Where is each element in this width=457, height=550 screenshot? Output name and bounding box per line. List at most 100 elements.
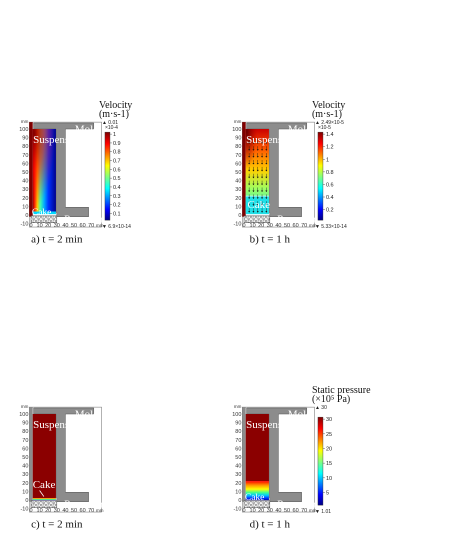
x-tick-label: 60 xyxy=(293,223,299,229)
y-tick-label: 90 xyxy=(235,421,241,427)
x-tick-label: 50 xyxy=(71,223,77,229)
colorbar-title: Static pressure xyxy=(312,385,371,396)
velocity-arrowhead xyxy=(252,149,255,151)
x-tick-label: 40 xyxy=(275,508,281,514)
colorbar-gradient xyxy=(104,131,111,221)
velocity-arrowhead xyxy=(248,183,251,186)
velocity-arrowhead xyxy=(256,142,259,144)
colorbar-min-marker: ▼ 5.33×10-14 xyxy=(315,224,347,230)
colorbar-tick-label: 1 xyxy=(326,157,329,163)
suspension-region xyxy=(32,414,56,499)
velocity-arrowhead xyxy=(265,142,268,144)
velocity-arrowhead xyxy=(261,162,264,165)
y-tick-label: 90 xyxy=(235,136,241,142)
colorbar-max-marker: ▲ 30 xyxy=(315,405,327,411)
colorbar-tick-label: 0.4 xyxy=(113,185,121,191)
suspension-label: Suspension xyxy=(33,419,84,431)
velocity-arrowhead xyxy=(248,149,251,151)
x-tick-label: 50 xyxy=(71,508,77,514)
y-tick-label: 70 xyxy=(22,438,28,444)
colorbar-unit: (×10⁵ Pa) xyxy=(312,394,350,405)
y-tick-label: 20 xyxy=(235,196,241,202)
colorbar-max-marker: ▲ 2.49×10-5 xyxy=(315,120,344,126)
y-tick-label: 60 xyxy=(235,446,241,452)
porous-pointer-head xyxy=(57,218,60,221)
porous-pointer-head xyxy=(270,503,273,506)
y-tick-label: 100 xyxy=(232,412,241,418)
colorbar-tick-label: 0.2 xyxy=(113,203,121,209)
velocity-arrowhead xyxy=(256,197,259,199)
velocity-arrowhead xyxy=(261,197,264,199)
y-tick-label: -10 xyxy=(20,222,28,228)
colorbar-title: Velocity xyxy=(312,100,345,111)
colorbar-tick-label: 20 xyxy=(326,446,332,452)
x-tick-label: 70 xyxy=(88,508,94,514)
mold-label: Mold xyxy=(288,123,312,135)
porous-media-block xyxy=(243,215,271,223)
x-tick-label: 0 xyxy=(29,223,32,229)
colorbar-max-marker: ▲ 0.01 xyxy=(102,120,118,126)
y-unit-label: mm xyxy=(234,119,242,124)
velocity-arrowhead xyxy=(252,190,255,193)
colorbar-tick-label: 1.4 xyxy=(326,132,334,138)
velocity-overlay xyxy=(32,129,56,212)
x-tick-label: 60 xyxy=(293,508,299,514)
y-tick-label: 70 xyxy=(22,153,28,159)
x-unit-label: mm xyxy=(309,223,317,228)
velocity-arrowhead xyxy=(265,162,268,165)
x-tick-label: 70 xyxy=(301,508,307,514)
colorbar-tick-label: 25 xyxy=(326,432,332,438)
velocity-arrowhead xyxy=(265,169,268,172)
x-tick-label: 10 xyxy=(37,508,43,514)
velocity-arrowhead xyxy=(252,204,255,206)
left-wall xyxy=(29,122,33,217)
y-tick-label: 20 xyxy=(235,481,241,487)
velocity-arrowhead xyxy=(252,169,255,172)
x-tick-label: 30 xyxy=(267,223,273,229)
panel-caption: d) t = 1 h xyxy=(250,519,291,531)
velocity-arrowhead xyxy=(248,162,251,165)
y-tick-label: 100 xyxy=(19,127,28,133)
porous-pointer-head xyxy=(57,503,60,506)
porous-media-block xyxy=(30,500,58,508)
velocity-arrowhead xyxy=(261,169,264,172)
x-unit-label: mm xyxy=(96,223,104,228)
velocity-arrowhead xyxy=(252,211,255,213)
colorbar-title: Velocity xyxy=(99,100,132,111)
y-tick-label: 80 xyxy=(235,429,241,435)
y-tick-label: 30 xyxy=(235,187,241,193)
porous-media-label: Porous media xyxy=(64,498,124,510)
y-tick-label: 0 xyxy=(25,498,28,504)
y-tick-label: 90 xyxy=(22,421,28,427)
cake-label: Cake xyxy=(33,479,56,491)
colorbar-tick-label: 0.8 xyxy=(113,150,121,156)
y-tick-label: 30 xyxy=(235,472,241,478)
suspension-region xyxy=(245,414,269,482)
colorbar-tick-label: 30 xyxy=(326,417,332,423)
y-tick-label: -10 xyxy=(20,507,28,513)
x-tick-label: 40 xyxy=(275,223,281,229)
cake-region xyxy=(32,211,56,215)
colorbar-gradient xyxy=(317,131,324,221)
cake-pointer-arrow xyxy=(39,490,45,497)
velocity-arrowhead xyxy=(248,142,251,144)
x-tick-label: 10 xyxy=(250,508,256,514)
y-tick-label: 60 xyxy=(235,161,241,167)
colorbar-tick-label: 5 xyxy=(326,490,329,496)
colorbar-tick-label: 1.2 xyxy=(326,145,334,151)
y-unit-label: mm xyxy=(21,119,29,124)
y-tick-label: 10 xyxy=(235,489,241,495)
y-tick-label: 30 xyxy=(22,187,28,193)
x-tick-label: 50 xyxy=(284,223,290,229)
colorbar-tick-label: 0.8 xyxy=(326,170,334,176)
y-tick-label: 0 xyxy=(238,213,241,219)
y-tick-label: 100 xyxy=(19,412,28,418)
y-tick-label: 10 xyxy=(22,204,28,210)
x-tick-label: 70 xyxy=(88,223,94,229)
velocity-arrowhead xyxy=(265,197,268,199)
velocity-arrowhead xyxy=(248,211,251,213)
mold-label: Mold xyxy=(288,408,312,420)
colorbar: Velocity(m·s-1)▲ 2.49×10-5×10-51.4 1.2 1 0.… xyxy=(312,100,347,230)
y-tick-label: 40 xyxy=(22,179,28,185)
